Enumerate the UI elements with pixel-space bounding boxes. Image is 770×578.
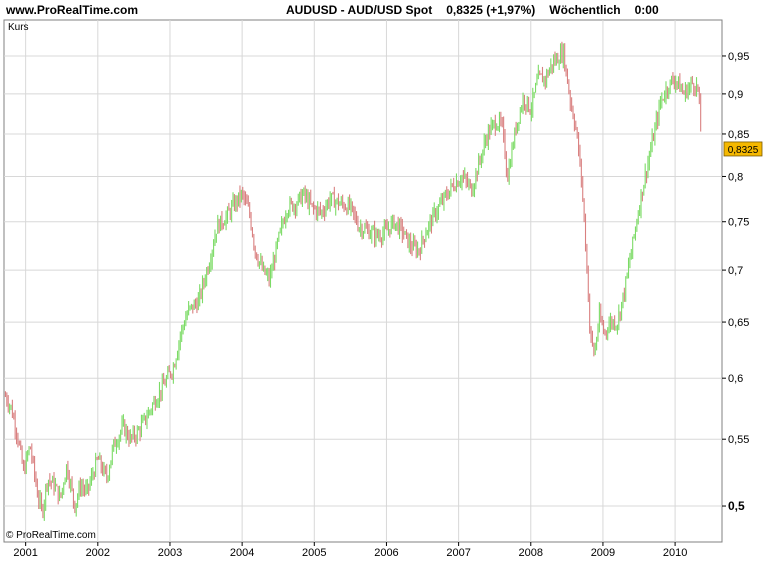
y-tick-label: 0,5 — [728, 499, 745, 513]
y-tick-label: 0,75 — [728, 217, 749, 229]
x-tick-label: 2008 — [519, 547, 543, 559]
instrument-info: AUDUSD - AUD/USD Spot 0,8325 (+1,97%) Wöch… — [286, 3, 673, 17]
y-tick-label: 0,9 — [728, 89, 743, 101]
symbol-label: AUDUSD - AUD/USD Spot — [286, 3, 433, 17]
copyright-label: © ProRealTime.com — [6, 530, 96, 541]
y-tick-label: 0,65 — [728, 317, 749, 329]
price-tag-value: 0,8325 — [728, 145, 759, 156]
x-tick-label: 2010 — [663, 547, 687, 559]
x-axis: 2001 2002 2003 2004 2005 2006 2007 2008 2009 2010 — [13, 542, 687, 559]
x-tick-label: 2002 — [86, 547, 110, 559]
y-tick-label: 0,8 — [728, 171, 743, 183]
x-tick-label: 2005 — [302, 547, 326, 559]
price-bars — [4, 41, 702, 521]
y-tick-label: 0,6 — [728, 373, 743, 385]
x-tick-label: 2001 — [13, 547, 37, 559]
plot-frame — [3, 19, 723, 543]
y-tick-label: 0,95 — [728, 51, 749, 63]
y-tick-label: 0,55 — [728, 434, 749, 446]
chart-header: www.ProRealTime.com AUDUSD - AUD/USD Spo… — [0, 0, 770, 20]
x-tick-label: 2007 — [446, 547, 470, 559]
x-tick-label: 2009 — [591, 547, 615, 559]
period-label[interactable]: Wöchentlich — [549, 3, 621, 17]
price-change-label: 0,8325 (+1,97%) — [446, 3, 536, 17]
grid — [4, 20, 722, 542]
x-tick-label: 2003 — [158, 547, 182, 559]
x-tick-label: 2004 — [230, 547, 254, 559]
y-tick-label: 0,85 — [728, 129, 749, 141]
y-axis: 0,5 0,55 0,6 0,65 0,7 0,75 0,8 0,85 0,9 0,95 — [722, 51, 749, 513]
panel-label: Kurs — [8, 22, 29, 33]
time-label: 0:00 — [634, 3, 659, 17]
price-tag-box — [723, 141, 763, 157]
site-label[interactable]: www.ProRealTime.com — [6, 3, 139, 17]
price-tag: 0,8325 — [723, 141, 763, 157]
y-tick-label: 0,7 — [728, 265, 743, 277]
x-tick-label: 2006 — [374, 547, 398, 559]
